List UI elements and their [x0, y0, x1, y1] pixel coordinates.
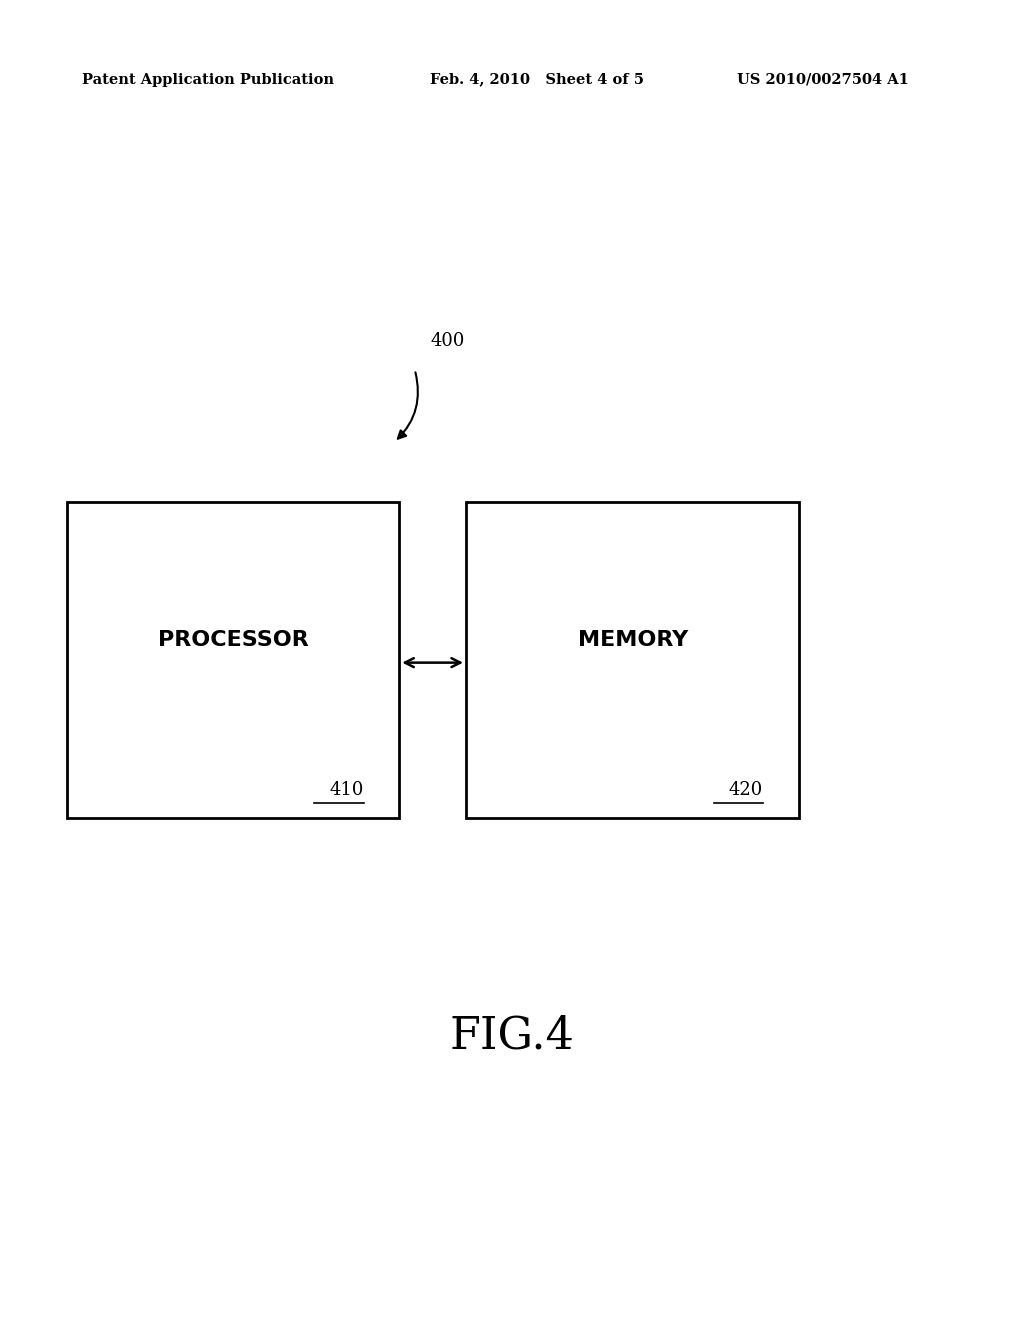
Text: Feb. 4, 2010   Sheet 4 of 5: Feb. 4, 2010 Sheet 4 of 5: [430, 73, 644, 87]
Text: 420: 420: [729, 780, 763, 799]
FancyBboxPatch shape: [466, 502, 799, 818]
Text: 410: 410: [329, 780, 364, 799]
Text: 400: 400: [430, 331, 465, 350]
Text: US 2010/0027504 A1: US 2010/0027504 A1: [737, 73, 909, 87]
Text: Patent Application Publication: Patent Application Publication: [82, 73, 334, 87]
Text: PROCESSOR: PROCESSOR: [158, 630, 309, 651]
Text: FIG.4: FIG.4: [450, 1015, 574, 1057]
FancyBboxPatch shape: [67, 502, 399, 818]
Text: MEMORY: MEMORY: [578, 630, 688, 651]
